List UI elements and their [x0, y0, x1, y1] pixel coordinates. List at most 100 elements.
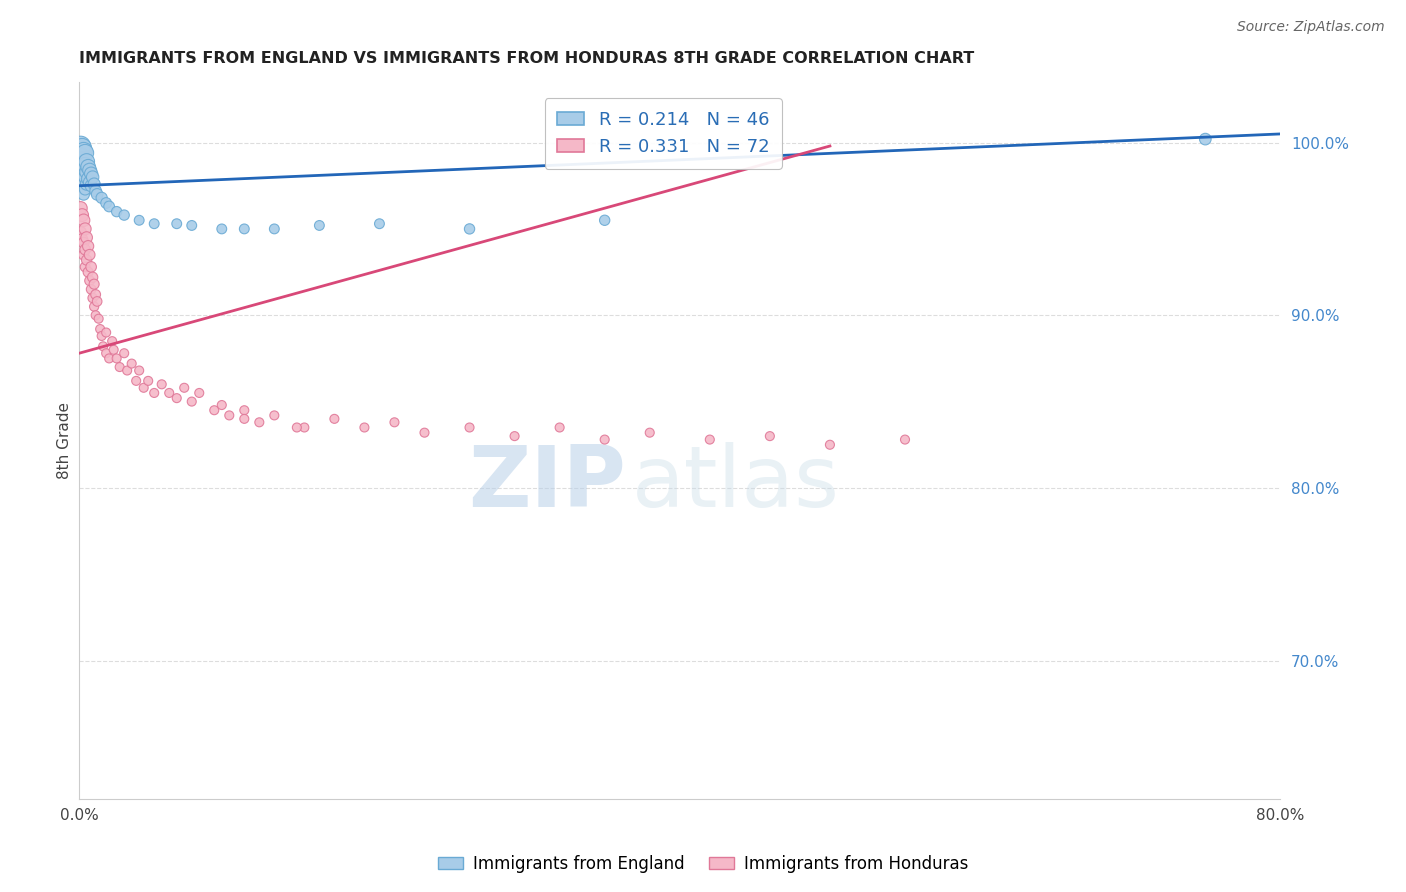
Point [70, 232, 93, 246]
Point [292, 420, 315, 434]
Point [548, 420, 571, 434]
Point [75, 222, 97, 236]
Point [89, 322, 111, 336]
Point [72, 177, 94, 191]
Text: atlas: atlas [631, 442, 839, 524]
Point [76, 230, 98, 244]
Point [157, 386, 180, 401]
Text: IMMIGRANTS FROM ENGLAND VS IMMIGRANTS FROM HONDURAS 8TH GRADE CORRELATION CHART: IMMIGRANTS FROM ENGLAND VS IMMIGRANTS FR… [79, 51, 974, 66]
Point [70, 208, 93, 222]
Legend: R = 0.214   N = 46, R = 0.331   N = 72: R = 0.214 N = 46, R = 0.331 N = 72 [544, 98, 782, 169]
Point [77, 171, 100, 186]
Point [72, 213, 94, 227]
Point [80, 167, 103, 181]
Point [82, 170, 104, 185]
Point [72, 156, 94, 170]
Point [503, 429, 526, 443]
Point [308, 219, 330, 233]
Point [80, 178, 103, 193]
Point [263, 409, 285, 423]
Point [96, 346, 118, 360]
Point [96, 326, 118, 340]
Point [247, 415, 270, 429]
Point [86, 187, 108, 202]
Point [90, 191, 112, 205]
Point [86, 294, 108, 309]
Point [79, 163, 101, 178]
Point [1194, 132, 1216, 146]
Point [323, 412, 346, 426]
Point [77, 239, 100, 253]
Point [75, 170, 97, 185]
Point [75, 158, 97, 172]
Point [593, 213, 616, 227]
Point [112, 208, 135, 222]
Point [150, 377, 173, 392]
Point [166, 391, 188, 405]
Point [79, 175, 101, 189]
Point [79, 274, 101, 288]
Point [108, 359, 131, 374]
Point [233, 222, 256, 236]
Point [368, 217, 391, 231]
Point [70, 173, 93, 187]
Point [384, 415, 406, 429]
Point [75, 243, 97, 257]
Point [103, 343, 125, 357]
Point [211, 222, 233, 236]
Point [128, 363, 150, 377]
Point [132, 381, 155, 395]
Point [83, 277, 105, 292]
Point [69, 201, 91, 215]
Point [143, 217, 166, 231]
Point [76, 154, 98, 169]
Point [79, 248, 101, 262]
Point [413, 425, 436, 440]
Point [69, 225, 91, 239]
Point [98, 351, 121, 366]
Point [173, 381, 195, 395]
Point [143, 386, 166, 401]
Point [112, 346, 135, 360]
Text: Source: ZipAtlas.com: Source: ZipAtlas.com [1237, 20, 1385, 34]
Point [77, 160, 100, 174]
Point [98, 199, 121, 213]
Point [75, 182, 97, 196]
Point [125, 374, 148, 388]
Point [84, 184, 107, 198]
Point [105, 351, 128, 366]
Point [818, 438, 841, 452]
Point [76, 165, 98, 179]
Point [70, 141, 93, 155]
Point [759, 429, 782, 443]
Point [188, 386, 211, 401]
Point [128, 213, 150, 227]
Legend: Immigrants from England, Immigrants from Honduras: Immigrants from England, Immigrants from… [430, 848, 976, 880]
Point [96, 196, 118, 211]
Point [353, 420, 375, 434]
Point [211, 398, 233, 412]
Point [90, 329, 112, 343]
Point [166, 217, 188, 231]
Point [75, 145, 97, 160]
Point [458, 222, 481, 236]
Point [69, 139, 91, 153]
Point [76, 177, 98, 191]
Point [87, 311, 110, 326]
Point [77, 265, 100, 279]
Text: ZIP: ZIP [468, 442, 626, 524]
Point [233, 403, 256, 417]
Point [180, 394, 202, 409]
Point [699, 433, 721, 447]
Point [593, 433, 616, 447]
Point [136, 374, 159, 388]
Point [638, 425, 661, 440]
Point [72, 187, 94, 202]
Point [72, 145, 94, 159]
Point [285, 420, 308, 434]
Point [218, 409, 240, 423]
Point [70, 165, 93, 179]
Point [894, 433, 917, 447]
Point [115, 363, 138, 377]
Point [82, 270, 104, 285]
